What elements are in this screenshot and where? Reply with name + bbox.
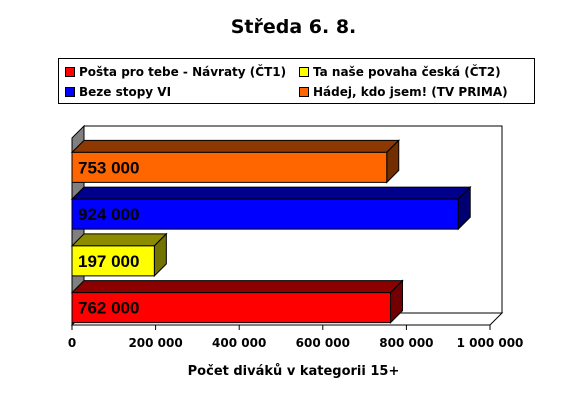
legend-label: Pošta pro tebe - Návraty (ČT1) [79, 65, 287, 79]
x-tick-label: 800 000 [379, 336, 433, 350]
bar-top-face [70, 280, 404, 294]
x-axis-label: Počet diváků v kategorii 15+ [187, 364, 400, 379]
legend-label: Beze stopy VI [79, 85, 172, 99]
bar [71, 292, 392, 324]
bar [71, 245, 155, 277]
legend-swatch-yellow [299, 67, 309, 77]
x-tick-label: 600 000 [296, 336, 350, 350]
bar-top-face [70, 139, 400, 153]
x-tick-label: 400 000 [212, 336, 266, 350]
legend-label: Hádej, kdo jsem! (TV PRIMA) [313, 85, 508, 99]
x-tick-label: 200 000 [128, 336, 182, 350]
bar [71, 198, 459, 230]
legend-item-beze-stopy: Beze stopy VI [65, 85, 171, 99]
legend-item-ta-nase-povaha: Ta naše povaha česká (ČT2) [299, 65, 501, 79]
bar-data-label: 753 000 [78, 158, 139, 177]
legend-swatch-blue [65, 87, 75, 97]
chart-legend: Pošta pro tebe - Návraty (ČT1) Ta naše p… [58, 58, 535, 104]
x-tick-label: 0 [68, 336, 76, 350]
x-tick-label: 1 000 000 [457, 336, 524, 350]
bar-top-face [70, 233, 168, 247]
legend-item-posta-pro-tebe: Pošta pro tebe - Návraty (ČT1) [65, 65, 286, 79]
bar-data-label: 924 000 [78, 205, 139, 224]
legend-swatch-orange [299, 87, 309, 97]
chart-title: Středa 6. 8. [230, 16, 357, 38]
legend-label: Ta naše povaha česká (ČT2) [313, 65, 501, 79]
bar-data-label: 762 000 [78, 299, 139, 318]
bar-data-label: 197 000 [78, 252, 139, 271]
bar [71, 151, 388, 183]
bar-top-face [70, 186, 472, 200]
legend-item-hadej-kdo-jsem: Hádej, kdo jsem! (TV PRIMA) [299, 85, 508, 99]
legend-swatch-red [65, 67, 75, 77]
